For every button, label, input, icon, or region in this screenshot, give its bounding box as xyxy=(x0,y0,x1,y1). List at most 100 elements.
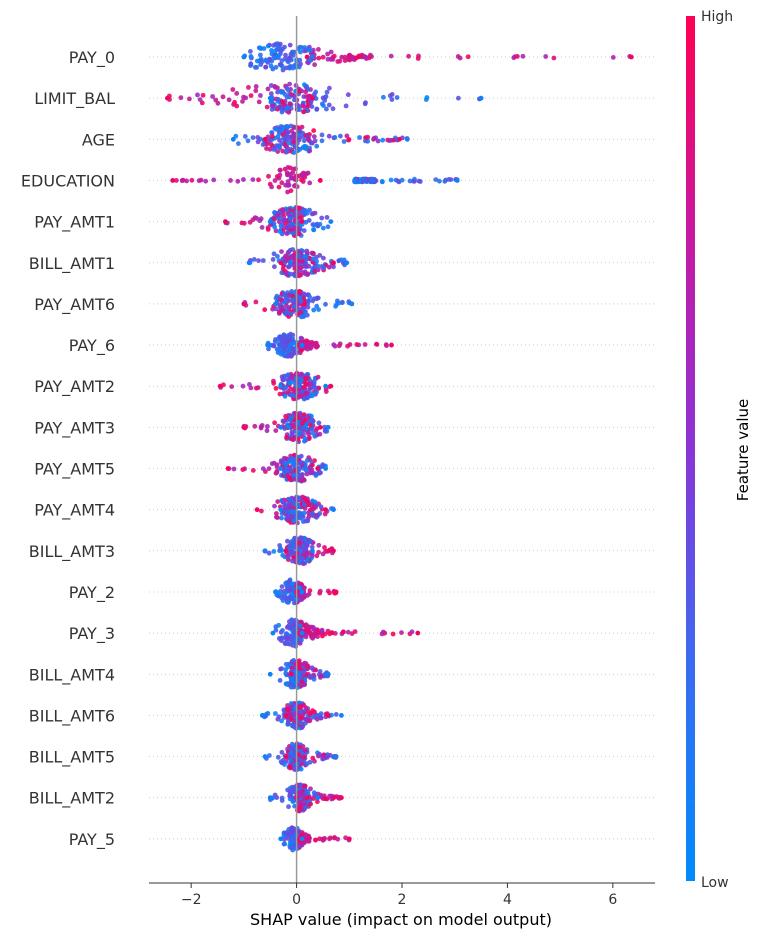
shap-dot xyxy=(335,836,341,842)
shap-dot xyxy=(289,429,295,435)
shap-dot xyxy=(369,176,375,182)
shap-dot xyxy=(317,178,323,183)
shap-dot xyxy=(297,585,302,591)
shap-dot xyxy=(371,135,377,141)
shap-dot xyxy=(316,385,322,391)
shap-dot xyxy=(296,670,302,676)
shap-dot xyxy=(220,94,226,100)
shap-dot xyxy=(240,383,246,389)
shap-dot xyxy=(316,542,322,548)
feature-label: PAY_6 xyxy=(69,336,115,356)
shap-dot xyxy=(286,255,291,260)
feature-dot-row xyxy=(267,658,331,690)
shap-dot xyxy=(291,304,297,309)
shap-dot xyxy=(323,507,328,513)
shap-dot xyxy=(319,215,325,221)
shap-dot xyxy=(291,139,296,145)
shap-dot xyxy=(279,249,284,255)
shap-dot xyxy=(391,137,396,143)
shap-dot xyxy=(310,298,316,304)
shap-dot xyxy=(282,44,287,50)
shap-dot xyxy=(330,106,336,112)
shap-dot xyxy=(310,548,315,554)
shap-dot xyxy=(417,179,423,184)
shap-dot xyxy=(229,384,235,389)
feature-dot-row xyxy=(246,247,350,279)
shap-dot xyxy=(292,63,297,68)
shap-dot xyxy=(345,343,350,349)
shap-dot xyxy=(328,383,334,389)
shap-dot xyxy=(302,269,308,275)
shap-dot xyxy=(312,222,318,228)
shap-dot xyxy=(264,711,269,717)
feature-label: PAY_AMT6 xyxy=(34,295,115,315)
shap-dot xyxy=(276,184,282,190)
shap-dot xyxy=(297,474,303,479)
shap-dot xyxy=(407,178,413,184)
shap-dot xyxy=(279,798,285,803)
shap-dot xyxy=(300,103,306,109)
shap-dot xyxy=(304,376,310,382)
feature-labels: PAY_0 LIMIT_BAL AGE EDUCATION PAY_AMT1 BILL_A… xyxy=(21,48,115,850)
shap-dot xyxy=(293,372,299,377)
shap-dot xyxy=(628,54,634,60)
shap-dot xyxy=(271,216,277,222)
shap-dot xyxy=(296,89,302,94)
shap-dot xyxy=(301,755,307,760)
feature-label: EDUCATION xyxy=(21,171,115,190)
shap-dot xyxy=(284,599,290,605)
shap-dot xyxy=(300,179,306,184)
shap-dot xyxy=(308,631,314,636)
shap-dot xyxy=(296,252,302,258)
shap-dot xyxy=(320,225,326,231)
shap-dot xyxy=(261,46,267,51)
shap-dot xyxy=(267,671,273,677)
shap-dot xyxy=(322,796,328,802)
feature-label: PAY_3 xyxy=(69,624,115,644)
shap-dot xyxy=(384,343,389,348)
shap-dot xyxy=(289,134,294,140)
shap-dot xyxy=(404,136,410,142)
shap-dot xyxy=(287,595,292,601)
shap-dot xyxy=(365,134,371,140)
shap-dot xyxy=(456,95,461,101)
shap-dot xyxy=(285,377,291,383)
shap-dot xyxy=(306,218,312,223)
shap-dot xyxy=(260,466,266,472)
shap-dot xyxy=(241,220,247,226)
shap-dot xyxy=(290,618,295,623)
shap-dot xyxy=(446,177,452,182)
shap-dot xyxy=(322,511,328,517)
shap-dot xyxy=(347,57,352,63)
shap-dot xyxy=(301,561,306,567)
shap-dot xyxy=(339,54,345,60)
shap-dot xyxy=(297,800,303,805)
shap-dot xyxy=(298,758,304,764)
shap-dot xyxy=(310,635,316,641)
shap-dot xyxy=(311,128,317,134)
shap-dot xyxy=(478,95,484,101)
feature-label: PAY_0 xyxy=(69,48,115,68)
shap-dot xyxy=(280,351,286,356)
shap-dot xyxy=(298,703,304,709)
shap-dot xyxy=(278,836,284,842)
shap-dot xyxy=(301,669,306,675)
shap-dot xyxy=(284,681,290,687)
shap-dot xyxy=(267,56,273,62)
shap-dot xyxy=(307,180,313,186)
shap-dot xyxy=(313,667,318,673)
shap-dot xyxy=(325,671,331,677)
shap-dot xyxy=(610,55,616,60)
shap-dot xyxy=(304,761,310,767)
shap-dot xyxy=(298,790,304,796)
shap-dot xyxy=(290,558,295,564)
shap-dot xyxy=(290,423,295,429)
shap-dot xyxy=(312,138,318,144)
shap-dot xyxy=(274,462,280,467)
shap-dot xyxy=(319,628,325,634)
shap-dot xyxy=(313,837,318,843)
shap-dot xyxy=(279,99,285,104)
shap-dot xyxy=(331,548,336,554)
shap-dot xyxy=(388,53,394,59)
shap-dot xyxy=(316,55,322,61)
